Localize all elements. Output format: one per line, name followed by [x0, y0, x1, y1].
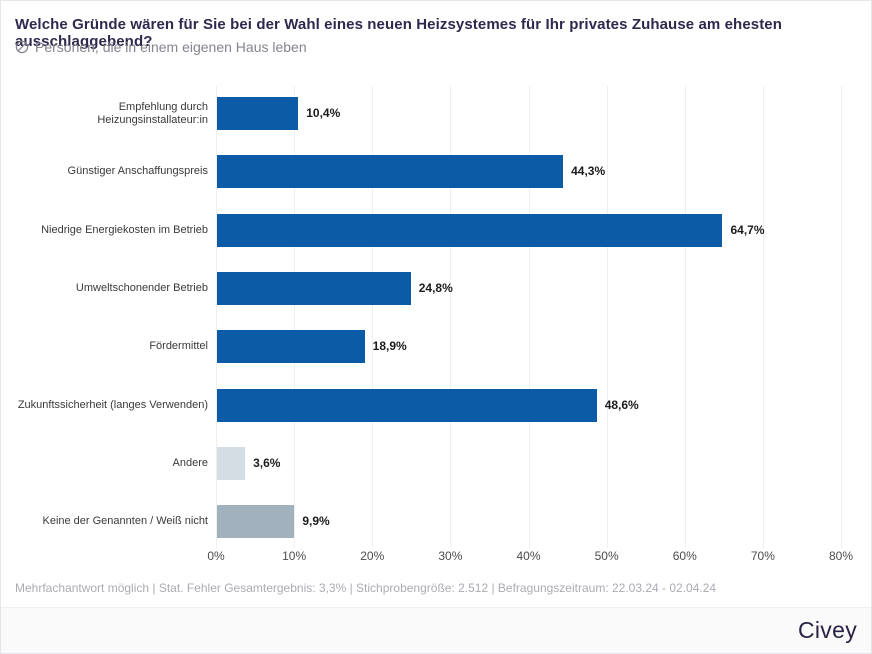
- bar: [217, 388, 597, 422]
- bar-category-label: Niedrige Energiekosten im Betrieb: [41, 223, 208, 236]
- x-tick-label: 40%: [516, 549, 541, 563]
- slashed-circle-icon: [15, 40, 29, 54]
- chart-subtitle: Personen, die in einem eigenen Haus lebe…: [15, 39, 307, 55]
- brand-footer: Civey: [1, 607, 871, 653]
- x-tick-label: 70%: [750, 549, 775, 563]
- bar-value-label: 24,8%: [418, 280, 453, 295]
- chart-title: Welche Gründe wären für Sie bei der Wahl…: [15, 16, 783, 50]
- x-tick-label: 50%: [594, 549, 619, 563]
- bar: [217, 330, 365, 364]
- bar: [217, 271, 411, 305]
- gridline: [528, 86, 530, 548]
- bar: [217, 155, 564, 189]
- bar: [217, 213, 723, 247]
- x-tick-label: 20%: [360, 549, 385, 563]
- bar-category-label: Zukunftssicherheit (langes Verwenden): [17, 398, 208, 411]
- bar-category-label: Empfehlung durch Heizungsinstallateur:in: [97, 100, 208, 126]
- x-tick-label: 60%: [672, 549, 697, 563]
- gridline: [606, 86, 608, 548]
- bar: [217, 505, 295, 539]
- bar-category-label: Umweltschonender Betrieb: [75, 281, 208, 294]
- gridline: [684, 86, 686, 548]
- subtitle-text: Personen, die in einem eigenen Haus lebe…: [35, 39, 307, 55]
- bar-value-label: 44,3%: [571, 164, 606, 179]
- bar-value-label: 64,7%: [730, 222, 765, 237]
- bar: [217, 446, 246, 480]
- x-tick-label: 80%: [828, 549, 854, 563]
- bar-category-label: Fördermittel: [149, 340, 208, 353]
- x-tick-label: 0%: [207, 549, 225, 563]
- bar-value-label: 48,6%: [604, 397, 639, 412]
- gridline: [216, 86, 217, 548]
- bar-category-label: Andere: [172, 456, 208, 469]
- gridline: [841, 86, 842, 548]
- methodology-note: Mehrfachantwort möglich | Stat. Fehler G…: [15, 581, 717, 595]
- bar-category-label: Günstiger Anschaffungspreis: [67, 165, 208, 178]
- gridline: [762, 86, 764, 548]
- bar-value-label: 3,6%: [253, 455, 281, 470]
- bar: [217, 97, 299, 130]
- gridline: [294, 86, 296, 548]
- gridline: [450, 86, 452, 548]
- x-tick-label: 10%: [282, 549, 307, 563]
- x-tick-label: 30%: [438, 549, 463, 563]
- bar-value-label: 10,4%: [306, 106, 341, 120]
- bar-value-label: 9,9%: [302, 514, 330, 529]
- civey-logo: Civey: [797, 617, 857, 643]
- bar-value-label: 18,9%: [372, 339, 407, 354]
- bar-category-label: Keine der Genannten / Weiß nicht: [42, 515, 208, 528]
- gridline: [372, 86, 374, 548]
